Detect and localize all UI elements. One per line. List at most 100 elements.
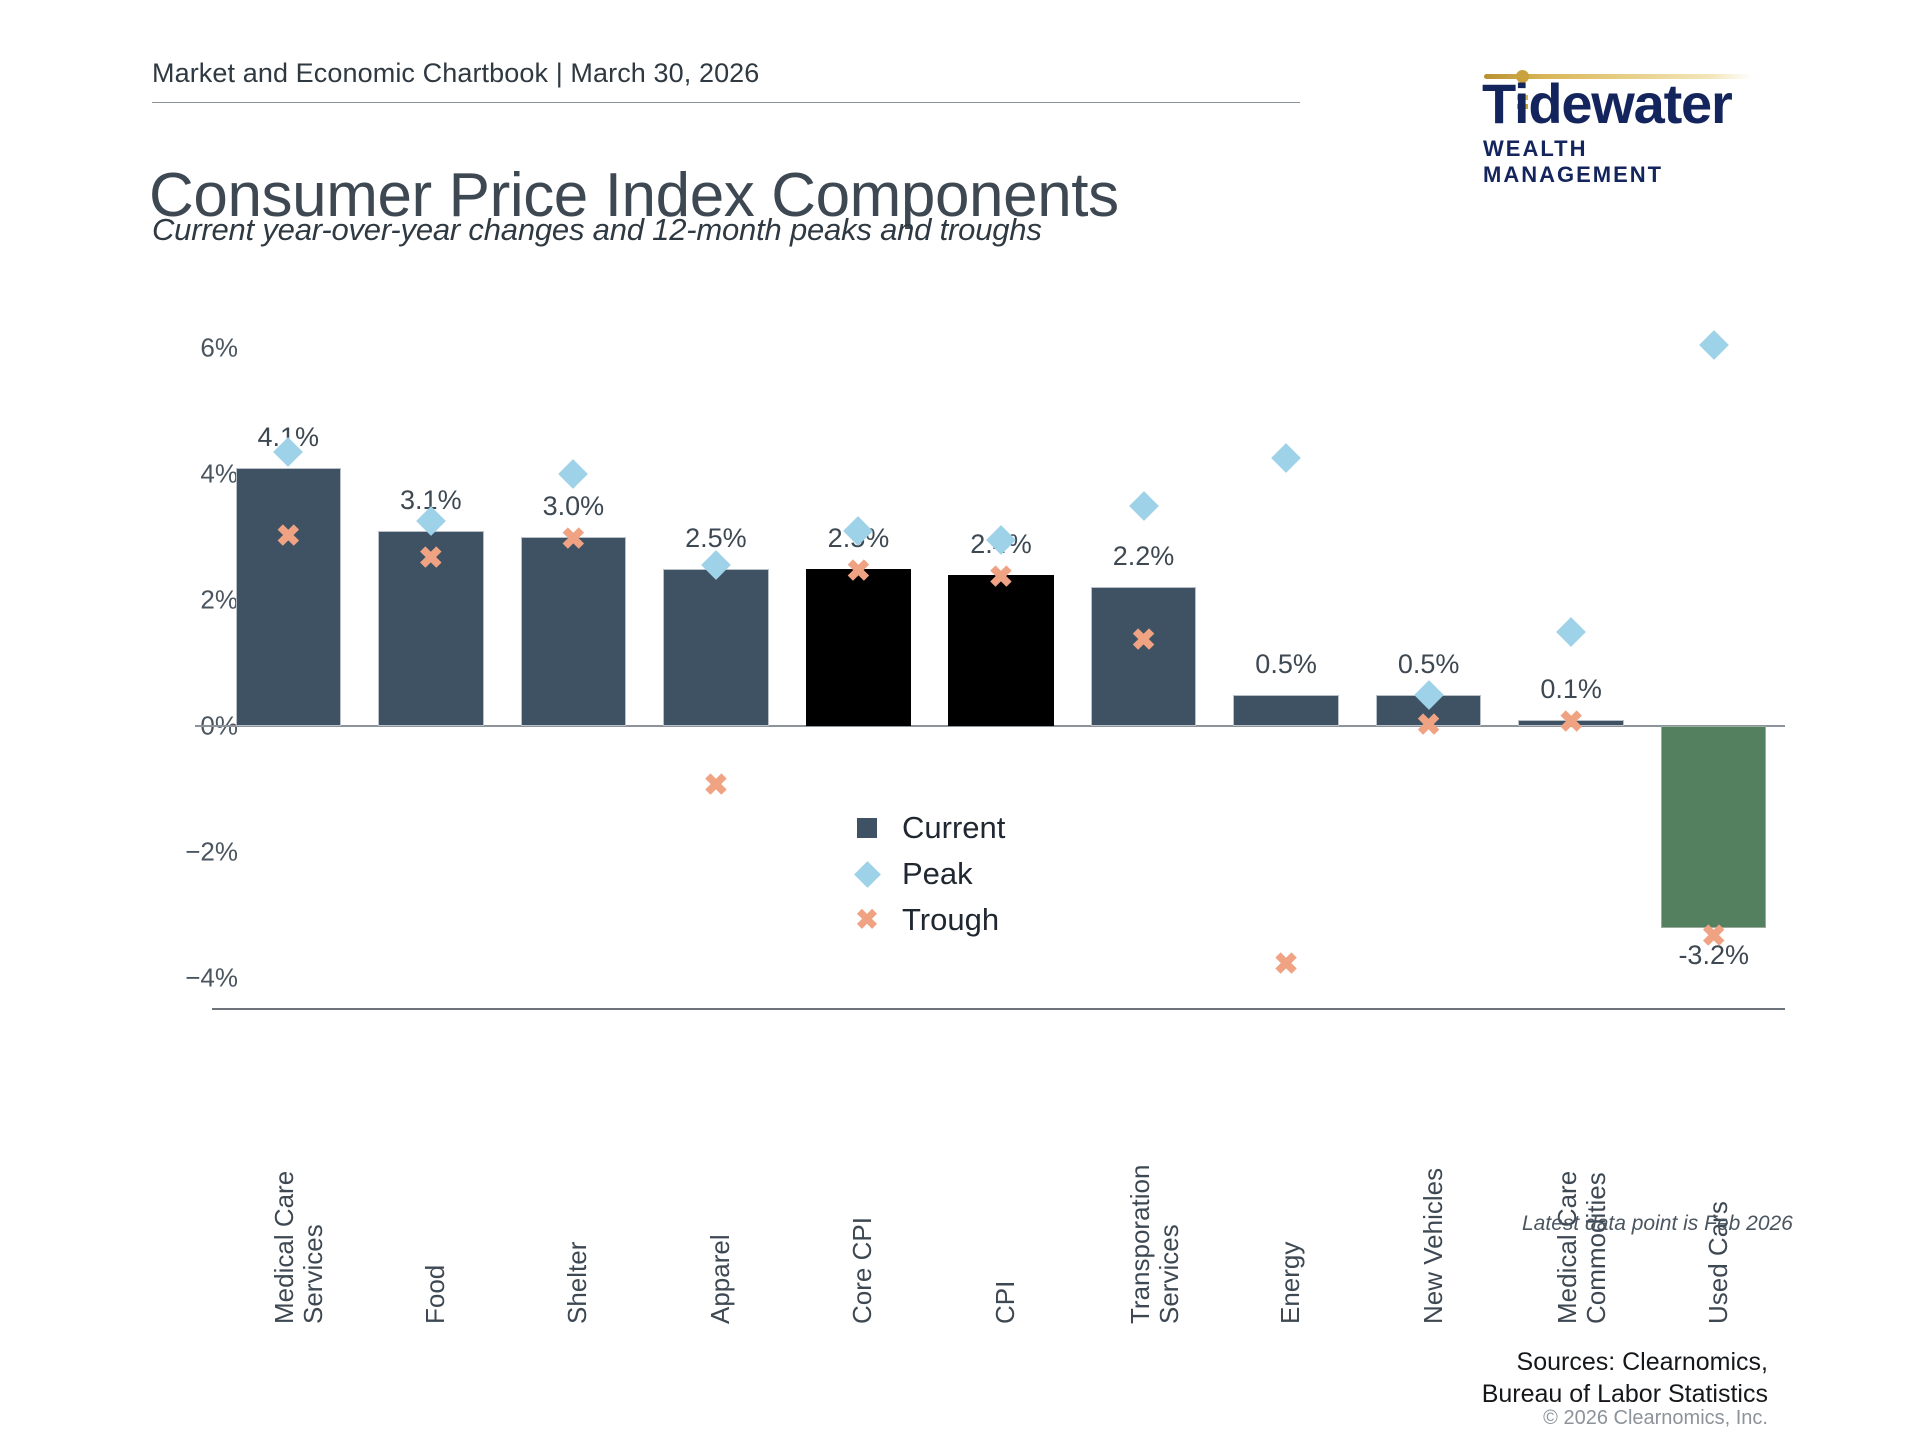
peak-marker: [415, 506, 446, 537]
x-axis-label: Food: [419, 1024, 450, 1324]
trough-marker: ✖: [1558, 705, 1584, 739]
trough-marker: ✖: [1130, 623, 1157, 657]
legend-label: Trough: [902, 902, 1000, 937]
bar-value-label: 3.1%: [400, 484, 462, 515]
x-axis-label-line: Services: [1153, 1224, 1184, 1324]
sources-note: Sources: Clearnomics, Bureau of Labor St…: [1268, 1347, 1768, 1410]
peak-marker: [986, 525, 1016, 555]
bar-transporation-services: [1090, 587, 1197, 726]
bar-new-vehicles: [1375, 694, 1482, 726]
peak-marker: [843, 515, 874, 546]
trough-marker: ✖: [1273, 948, 1299, 982]
bar-value-label: 2.5%: [827, 522, 890, 553]
trough-marker: ✖: [703, 768, 729, 802]
trough-marker: ✖: [845, 554, 872, 588]
logo-tagline: WEALTH MANAGEMENT: [1483, 136, 1664, 187]
bar-value-label: 2.5%: [685, 522, 747, 553]
x-axis-label-line: Food: [419, 1264, 450, 1324]
x-axis-label: Core CPI: [847, 1024, 878, 1324]
x-axis-label: Energy: [1275, 1024, 1306, 1324]
x-axis-line: [212, 1008, 1785, 1010]
bar-used-cars: [1660, 726, 1767, 928]
bar-value-label: 0.1%: [1540, 673, 1602, 704]
bar-value-label: -3.2%: [1678, 939, 1749, 970]
chart-legend: Current Peak ✖ Trough: [850, 805, 1005, 943]
legend-item-peak: Peak: [850, 851, 1005, 897]
y-axis-tick-label: −4%: [185, 962, 238, 993]
chartbook-kicker: Market and Economic Chartbook | March 30…: [152, 58, 760, 88]
legend-label: Current: [902, 810, 1006, 845]
zero-baseline: [217, 725, 1785, 727]
bar-value-label: 3.0%: [542, 491, 605, 521]
peak-marker: [1128, 490, 1159, 521]
bar-medical-care-commodities: [1518, 719, 1624, 726]
zero-tick-stub: [195, 725, 217, 727]
bar-shelter: [520, 537, 627, 726]
chart-note: Latest data point is Feb 2026: [1522, 1212, 1793, 1235]
page-title: Consumer Price Index Components: [149, 160, 1119, 230]
tidewater-logo: Tidewater WEALTH MANAGEMENT: [1482, 52, 1772, 187]
trough-marker: ✖: [1416, 709, 1442, 742]
sources-line-1: Sources: Clearnomics,: [1516, 1348, 1768, 1376]
x-axis-label-line: Shelter: [562, 1241, 593, 1324]
y-axis-tick-label: 6%: [200, 332, 238, 363]
x-axis-label-line: Commodities: [1581, 1172, 1612, 1324]
copyright-note: © 2026 Clearnomics, Inc.: [1543, 1407, 1768, 1429]
trough-marker: ✖: [275, 520, 301, 553]
bar-value-label: 0.5%: [1397, 648, 1460, 679]
x-axis-label: Medical Care Services: [269, 1024, 329, 1324]
x-axis-label-line: Core CPI: [847, 1217, 878, 1324]
peak-marker: [1698, 329, 1729, 360]
peak-marker: [1271, 443, 1301, 474]
x-axis-label-line: CPI: [990, 1280, 1020, 1324]
x-axis-label-line: Services: [298, 1224, 329, 1324]
x-axis-label-line: Medical Care: [1552, 1170, 1583, 1324]
legend-swatch: [850, 860, 884, 888]
y-axis-tick-label: 2%: [200, 584, 238, 615]
x-axis-label: CPI: [990, 1024, 1020, 1324]
trough-marker: ✖: [560, 523, 586, 557]
x-axis-label: Used Cars: [1702, 1024, 1733, 1324]
trough-marker: ✖: [1701, 920, 1727, 954]
legend-square-icon: [857, 818, 877, 838]
header-divider: [152, 102, 1300, 103]
trough-marker: ✖: [418, 542, 444, 576]
legend-swatch: ✖: [850, 906, 884, 934]
x-axis-label-line: Medical Care: [269, 1170, 300, 1324]
bar-medical-care-services: [235, 467, 341, 726]
logo-swoosh-icon: [1484, 74, 1752, 79]
legend-diamond-icon: [853, 860, 881, 888]
bar-value-label: 0.5%: [1255, 648, 1317, 679]
bar-core-cpi: [805, 568, 912, 726]
legend-item-current: Current: [850, 805, 1005, 851]
legend-swatch: [850, 818, 884, 838]
logo-dot-icon: [1516, 70, 1529, 83]
y-axis-tick-label: −2%: [185, 836, 238, 867]
x-axis-label: Transporation Services: [1125, 1024, 1184, 1324]
sources-line-2: Bureau of Labor Statistics: [1481, 1379, 1768, 1408]
x-axis-label-line: Used Cars: [1702, 1201, 1733, 1324]
bar-energy: [1233, 694, 1339, 726]
x-axis-label: Shelter: [562, 1024, 593, 1324]
x-axis-label: Apparel: [704, 1024, 735, 1324]
x-axis-label-line: Energy: [1275, 1241, 1306, 1324]
bar-value-label: 2.4%: [970, 528, 1032, 559]
x-axis-label-line: Apparel: [704, 1234, 735, 1324]
peak-marker: [1413, 679, 1444, 710]
x-axis-label: New Vehicles: [1417, 1024, 1448, 1324]
logo-tick-icon: [1517, 95, 1528, 100]
peak-marker: [1556, 616, 1587, 647]
bar-value-label: 2.2%: [1112, 541, 1175, 572]
y-axis-tick-label: 4%: [200, 458, 238, 489]
bar-cpi: [948, 574, 1054, 726]
x-axis-label: Medical Care Commodities: [1552, 1024, 1612, 1324]
logo-wordmark: Tidewater: [1482, 72, 1733, 135]
legend-item-trough: ✖ Trough: [850, 897, 1005, 943]
y-axis-tick-label: 0%: [200, 710, 238, 741]
trough-marker: ✖: [988, 560, 1014, 594]
page-subtitle: Current year-over-year changes and 12-mo…: [152, 212, 1042, 247]
peak-marker: [273, 437, 304, 467]
peak-marker: [701, 550, 731, 581]
peak-marker: [558, 459, 589, 489]
x-axis-label-line: New Vehicles: [1417, 1167, 1448, 1324]
